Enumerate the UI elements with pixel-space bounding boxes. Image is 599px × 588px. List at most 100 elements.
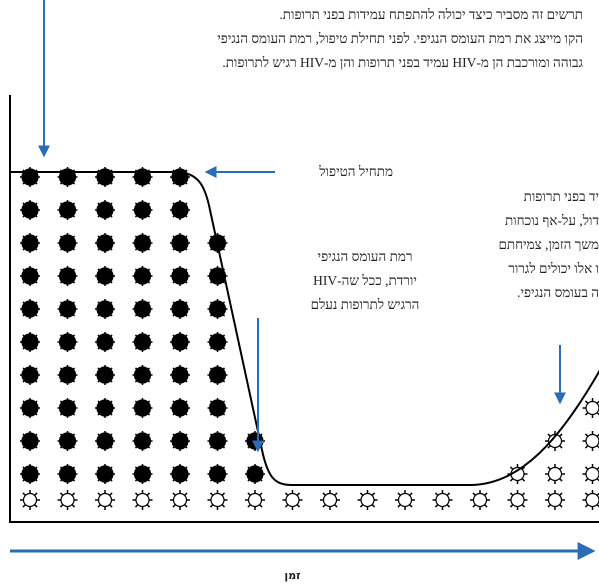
virus-body (22, 301, 38, 317)
virus-resistant-sensitive (170, 464, 190, 484)
intro-line: תרשים זה מסביר כיצד יכולה להתפתח עמידות … (217, 3, 583, 27)
virus-body (210, 301, 226, 317)
label-line: יד בפני תרופות (498, 185, 599, 209)
virus-body (97, 301, 113, 317)
virus-body (97, 400, 113, 416)
virus-body (135, 466, 151, 482)
virus-body (586, 435, 599, 448)
virus-body (586, 402, 599, 415)
virus-resistant-sensitive (170, 200, 190, 220)
virus-resistant-sensitive (95, 431, 115, 451)
virus-resistant-sensitive (20, 266, 40, 286)
virus-body (474, 494, 487, 507)
virus-resistant-sensitive (95, 398, 115, 418)
virus-body (436, 494, 449, 507)
virus-resistant-sensitive (170, 332, 190, 352)
virus-body (22, 400, 38, 416)
virus-body (549, 468, 562, 481)
virus-body (135, 235, 151, 251)
virus-body (286, 494, 299, 507)
virus-body (135, 400, 151, 416)
virus-body (135, 334, 151, 350)
virus-resistant-sensitive (95, 200, 115, 220)
virus-body (97, 202, 113, 218)
virus-body (511, 494, 524, 507)
virus-body (172, 334, 188, 350)
virus-body (172, 235, 188, 251)
label-line: הרגיש לתרופות נעלם (290, 293, 440, 317)
label-line: משך הזמן, צמיחתם (498, 233, 599, 257)
virus-body (97, 235, 113, 251)
virus-body (210, 367, 226, 383)
virus-body (399, 494, 412, 507)
virus-body (22, 433, 38, 449)
virus-resistant (320, 490, 340, 510)
virus-resistant-sensitive (20, 464, 40, 484)
virus-resistant (283, 490, 303, 510)
virus-body (210, 334, 226, 350)
virus-resistant-sensitive (170, 167, 190, 187)
virus-body (60, 367, 76, 383)
virus-body (22, 235, 38, 251)
virus-resistant-sensitive (58, 332, 78, 352)
label-line: ו אלו יכולים לגרור (498, 257, 599, 281)
x-axis-label: זמן (0, 564, 585, 588)
virus-body (586, 494, 599, 507)
virus-resistant-sensitive (170, 233, 190, 253)
virus-body (97, 334, 113, 350)
virus-resistant-sensitive (133, 332, 153, 352)
intro-line: הקו מייצג את רמת העומס הנגיפי. לפני תחיל… (217, 27, 583, 51)
virus-resistant-sensitive (58, 365, 78, 385)
virus-body (99, 494, 112, 507)
virus-resistant-sensitive (133, 365, 153, 385)
virus-resistant-sensitive (20, 332, 40, 352)
virus-resistant-sensitive (208, 332, 228, 352)
label-line: רמת העומס הנגיפי (290, 245, 440, 269)
virus-body (211, 494, 224, 507)
virus-resistant (583, 431, 599, 451)
virus-body (61, 494, 74, 507)
virus-body (172, 202, 188, 218)
virus-body (210, 400, 226, 416)
virus-resistant (133, 490, 153, 510)
virus-resistant (545, 431, 565, 451)
virus-body (97, 367, 113, 383)
virus-resistant-sensitive (170, 266, 190, 286)
virus-resistant-sensitive (133, 431, 153, 451)
virus-resistant-sensitive (20, 398, 40, 418)
virus-resistant (470, 490, 490, 510)
virus-resistant-sensitive (58, 167, 78, 187)
virus-resistant-sensitive (58, 464, 78, 484)
virus-resistant-sensitive (208, 365, 228, 385)
virus-resistant-sensitive (170, 431, 190, 451)
virus-resistant-sensitive (245, 464, 265, 484)
virus-body (136, 494, 149, 507)
virus-body (97, 466, 113, 482)
virus-resistant-sensitive (20, 431, 40, 451)
treatment-label: מתחיל הטיפול (319, 160, 393, 184)
virus-resistant-sensitive (20, 365, 40, 385)
virus-body (22, 202, 38, 218)
virus-resistant-sensitive (20, 200, 40, 220)
virus-body (172, 466, 188, 482)
virus-resistant (20, 490, 40, 510)
virus-body (22, 334, 38, 350)
virus-resistant-sensitive (133, 398, 153, 418)
virus-resistant-sensitive (20, 233, 40, 253)
virus-body (172, 367, 188, 383)
virus-body (586, 468, 599, 481)
resistant-label: יד בפני תרופות דול, על-אף נוכחות משך הזמ… (498, 185, 599, 305)
virus-resistant-sensitive (95, 332, 115, 352)
virus-body (135, 301, 151, 317)
virus-resistant-sensitive (133, 233, 153, 253)
virus-resistant-sensitive (133, 464, 153, 484)
virus-body (22, 268, 38, 284)
intro-text: תרשים זה מסביר כיצד יכולה להתפתח עמידות … (217, 3, 583, 75)
virus-resistant (583, 490, 599, 510)
page: תרשים זה מסביר כיצד יכולה להתפתח עמידות … (0, 0, 599, 584)
virus-resistant-sensitive (133, 167, 153, 187)
virus-resistant-sensitive (95, 464, 115, 484)
virus-body (97, 433, 113, 449)
virus-body (174, 494, 187, 507)
virus-body (60, 334, 76, 350)
